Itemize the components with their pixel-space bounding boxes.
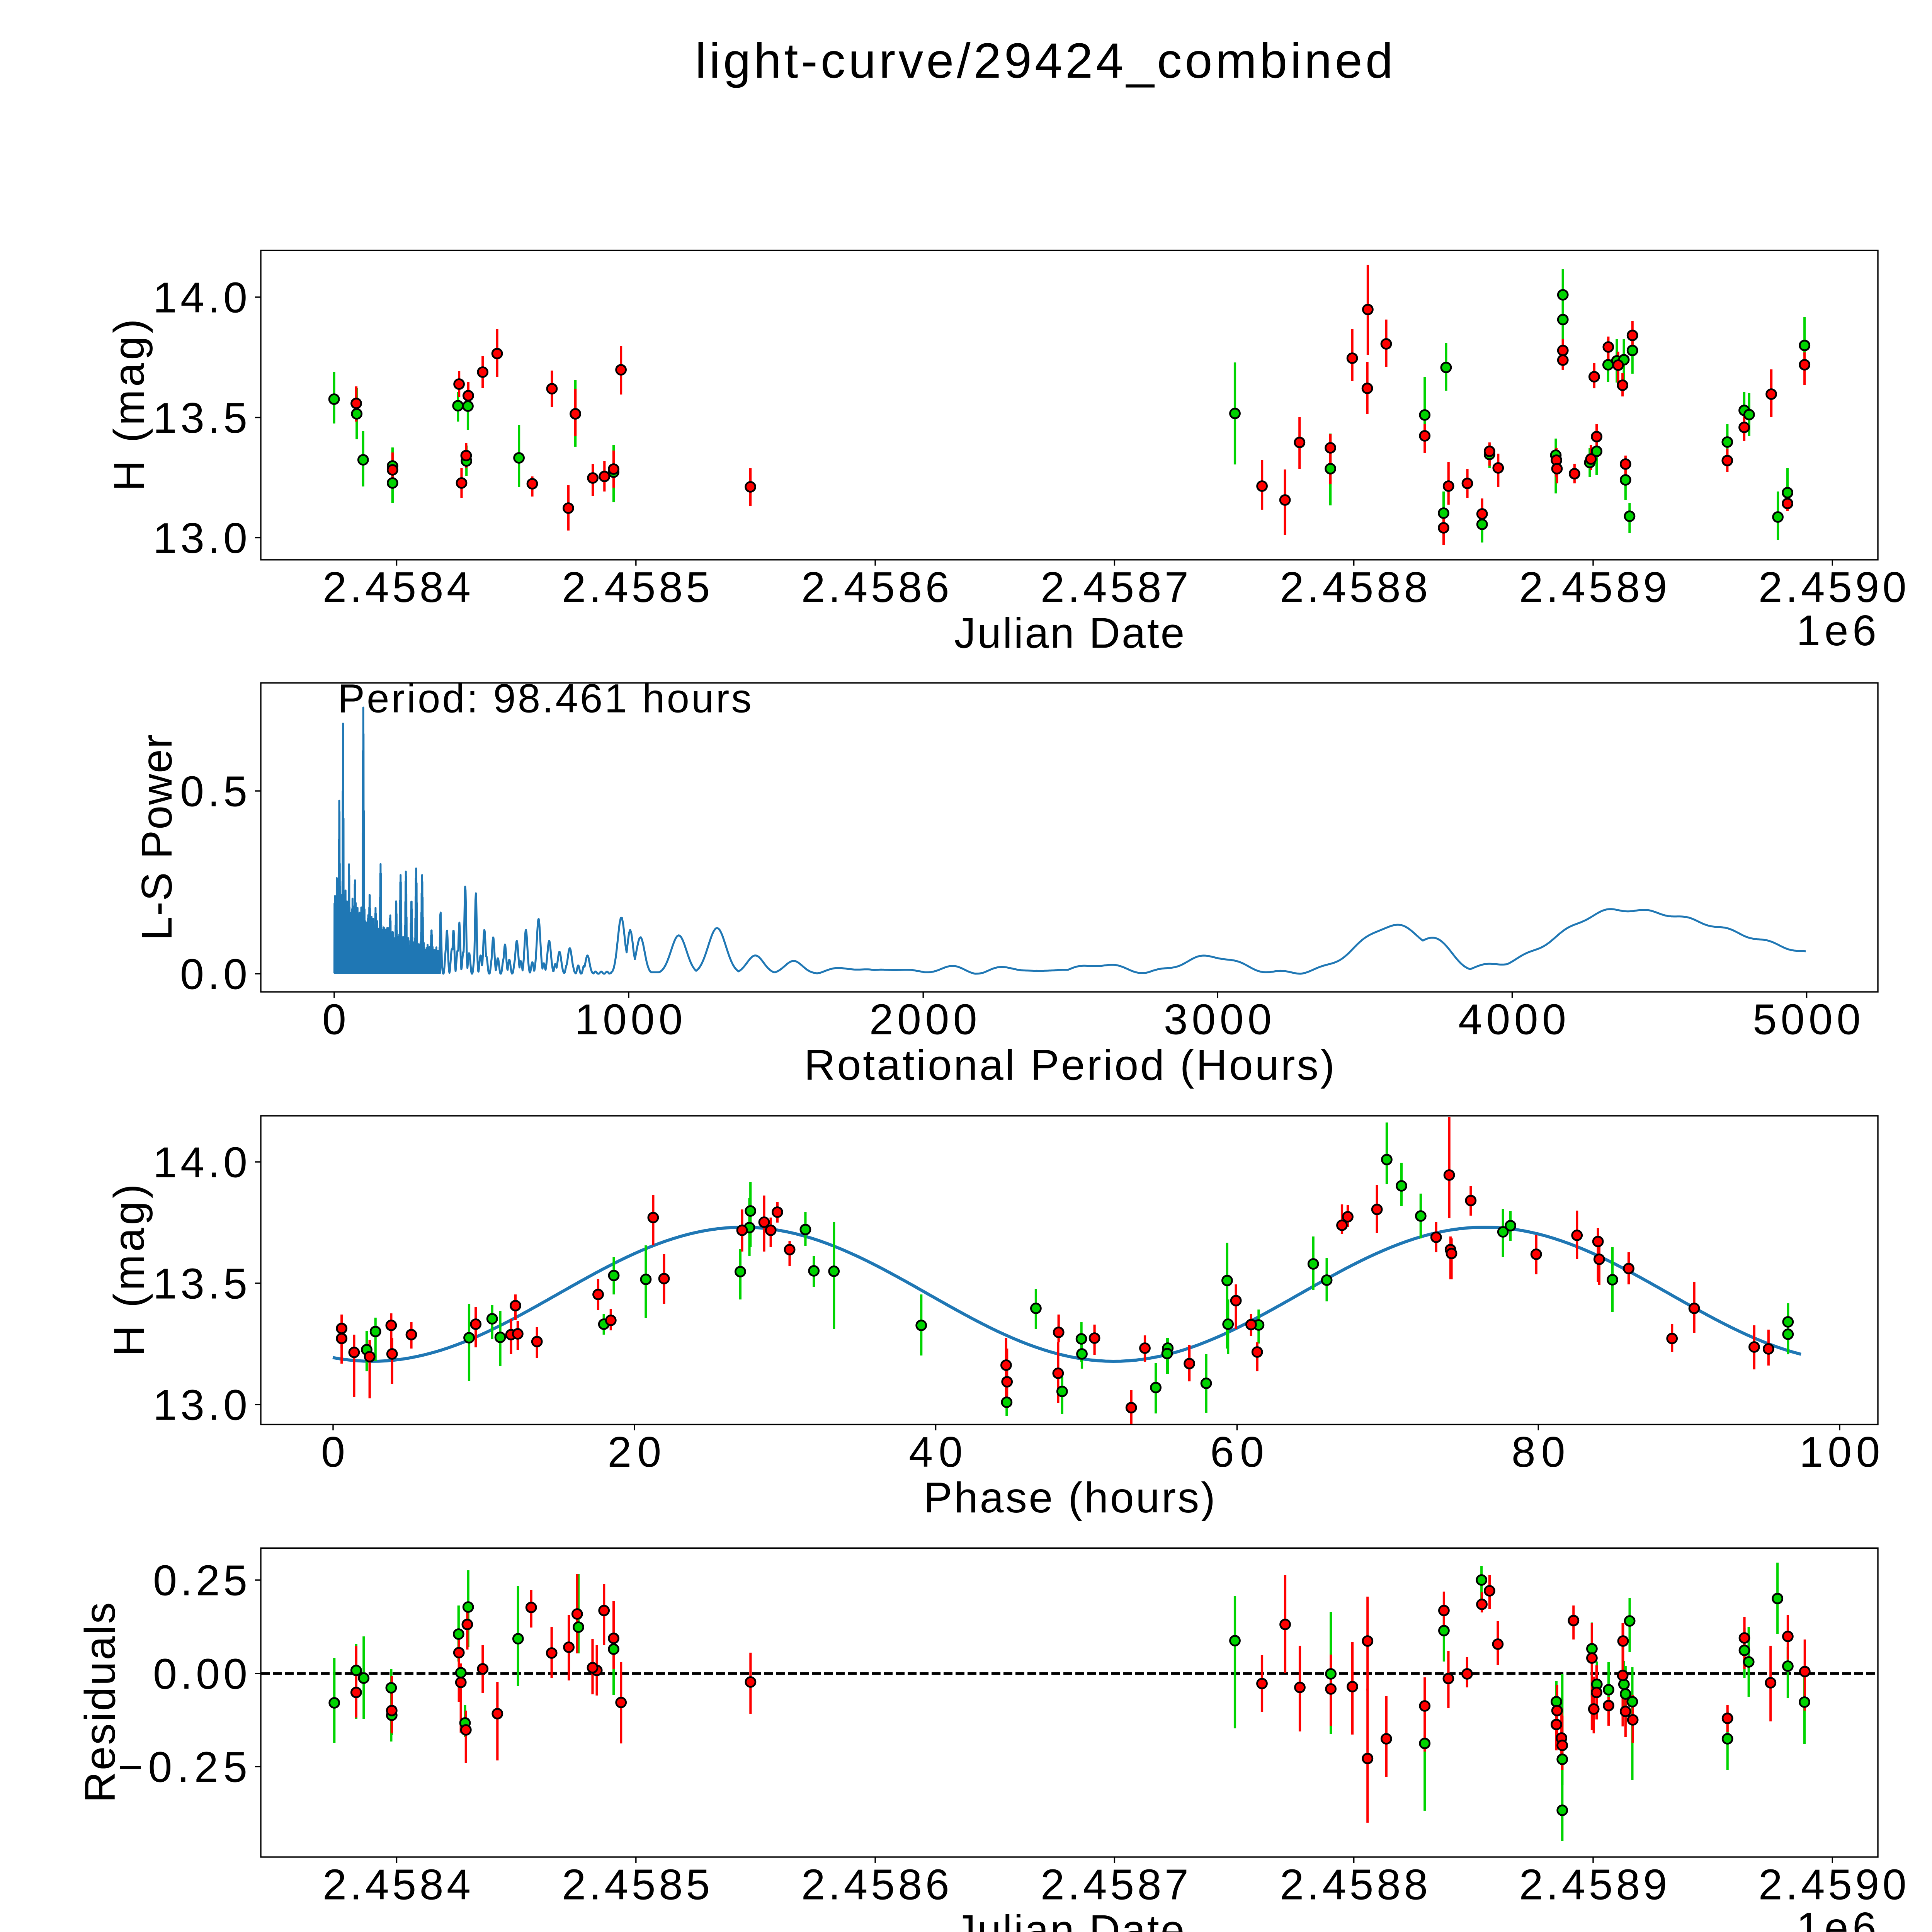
- svg-text:2.4588: 2.4588: [1280, 1860, 1428, 1908]
- svg-text:0.5: 0.5: [180, 767, 247, 815]
- svg-text:13.0: 13.0: [153, 1381, 247, 1429]
- svg-text:Julian Date: Julian Date: [954, 609, 1185, 657]
- svg-text:2.4586: 2.4586: [801, 563, 949, 611]
- svg-text:2.4584: 2.4584: [323, 563, 471, 611]
- svg-text:1e6: 1e6: [1796, 1903, 1876, 1932]
- svg-text:2.4585: 2.4585: [562, 1860, 710, 1908]
- svg-text:H (mag): H (mag): [105, 1184, 153, 1356]
- svg-text:0.0: 0.0: [180, 950, 247, 998]
- svg-text:0.00: 0.00: [153, 1650, 247, 1698]
- svg-text:2.4588: 2.4588: [1280, 563, 1428, 611]
- svg-text:2.4587: 2.4587: [1041, 1860, 1189, 1908]
- svg-text:2.4584: 2.4584: [323, 1860, 471, 1908]
- svg-text:0: 0: [322, 995, 346, 1043]
- svg-text:100: 100: [1799, 1428, 1880, 1476]
- svg-text:2.4590: 2.4590: [1759, 563, 1906, 611]
- svg-text:Phase (hours): Phase (hours): [923, 1473, 1215, 1522]
- svg-text:13.5: 13.5: [153, 394, 247, 442]
- svg-text:1e6: 1e6: [1796, 606, 1876, 655]
- svg-text:Residuals: Residuals: [76, 1602, 124, 1803]
- svg-text:13.5: 13.5: [153, 1259, 247, 1308]
- svg-text:0: 0: [321, 1428, 345, 1476]
- svg-text:14.0: 14.0: [153, 1138, 247, 1186]
- svg-text:2.4589: 2.4589: [1519, 1860, 1667, 1908]
- svg-text:2.4586: 2.4586: [801, 1860, 949, 1908]
- svg-text:H (mag): H (mag): [105, 319, 153, 491]
- svg-text:2.4585: 2.4585: [562, 563, 710, 611]
- svg-text:−0.25: −0.25: [118, 1743, 247, 1791]
- svg-text:light-curve/29424_combined: light-curve/29424_combined: [695, 33, 1393, 88]
- svg-text:Julian Date: Julian Date: [954, 1906, 1185, 1932]
- svg-text:2.4587: 2.4587: [1041, 563, 1189, 611]
- svg-text:Rotational Period (Hours): Rotational Period (Hours): [804, 1041, 1335, 1089]
- svg-text:2.4590: 2.4590: [1759, 1860, 1906, 1908]
- svg-text:14.0: 14.0: [153, 273, 247, 321]
- svg-text:13.0: 13.0: [153, 514, 247, 562]
- svg-text:L-S Power: L-S Power: [133, 734, 181, 940]
- svg-text:0.25: 0.25: [153, 1556, 247, 1605]
- svg-text:Period: 98.461 hours: Period: 98.461 hours: [338, 676, 752, 721]
- svg-text:2.4589: 2.4589: [1519, 563, 1667, 611]
